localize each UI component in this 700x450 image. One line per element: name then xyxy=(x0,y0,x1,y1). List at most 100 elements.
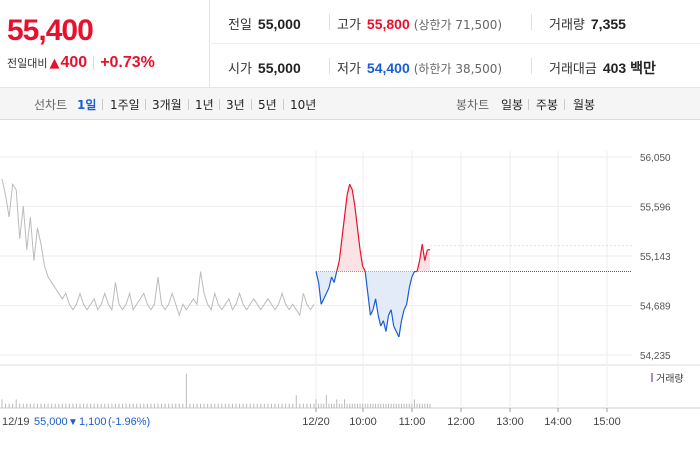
today-line-segment xyxy=(390,309,395,327)
today-line-segment xyxy=(343,195,348,218)
today-line-segment xyxy=(385,315,390,332)
x-tick-label: 14:00 xyxy=(544,416,572,428)
today-line-segment xyxy=(398,320,403,338)
y-tick-label: 54,689 xyxy=(640,302,671,313)
change-label: 전일대비 xyxy=(7,57,48,70)
price-chart[interactable]: 56,050 55,596 55,143 54,689 54,235 거래량 12/20 10… xyxy=(0,120,700,450)
prev-day-change: 1,100 xyxy=(79,416,107,428)
stat-label: 거래대금 xyxy=(549,62,597,77)
today-line-segment xyxy=(323,293,327,300)
quote-header: 55,400 전일대비 ▲ 400 +0.73% 전일 55,000 고가 55,8… xyxy=(0,0,700,88)
candle-daily[interactable]: 일봉 xyxy=(501,98,524,112)
today-line-segment xyxy=(416,260,421,272)
toolbar-divider xyxy=(251,99,252,110)
today-line-segment xyxy=(421,244,426,261)
x-tick-label: 11:00 xyxy=(399,416,426,428)
toolbar-divider xyxy=(283,99,284,110)
today-line-segment xyxy=(346,184,351,196)
up-area-fill xyxy=(316,184,430,272)
toolbar-divider xyxy=(188,99,189,110)
change-row: 전일대비 ▲ 400 +0.73% xyxy=(7,54,155,72)
today-line-segment xyxy=(315,271,320,283)
stat-value: 55,000 xyxy=(257,16,301,32)
today-line-segment xyxy=(359,249,364,267)
volume-legend-swatch xyxy=(651,373,653,382)
stat-divider xyxy=(329,14,330,30)
stats-row-1: 전일 55,000 고가 55,800 (상한가 71,500) 거래량 7,355 xyxy=(211,0,700,44)
stat-value: 54,400 xyxy=(366,60,410,76)
stat-divider xyxy=(329,58,330,74)
prev-day-line xyxy=(1,178,315,317)
stat-volume: 거래량 7,355 xyxy=(549,14,626,33)
today-line-segment xyxy=(320,298,325,305)
today-line-segment xyxy=(400,309,405,321)
stat-value: 55,800 xyxy=(366,16,410,32)
today-line-segment xyxy=(374,298,379,316)
period-1y[interactable]: 1년 xyxy=(195,98,214,112)
today-line-segment xyxy=(403,304,408,310)
upper-limit: (상한가 71,500) xyxy=(413,18,503,32)
prev-day-date: 12/19 xyxy=(2,416,30,428)
today-line-segment xyxy=(424,249,428,261)
prev-day-change-pct: (-1.96%) xyxy=(108,416,150,428)
today-line-segment xyxy=(328,276,333,289)
chart-svg[interactable]: 56,050 55,596 55,143 54,689 54,235 거래량 12/20 10… xyxy=(0,120,700,450)
today-line-segment xyxy=(377,315,382,327)
y-tick-label: 55,143 xyxy=(640,252,671,263)
today-line-segment xyxy=(336,260,340,272)
y-tick-label: 55,596 xyxy=(640,203,671,214)
today-line-segment xyxy=(419,244,423,261)
today-line-segment xyxy=(393,325,397,332)
x-tick-label: 15:00 xyxy=(593,416,621,428)
today-line-segment xyxy=(333,271,338,283)
today-line-segment xyxy=(354,206,359,228)
up-triangle-icon: ▲ xyxy=(49,55,60,71)
stat-label: 고가 xyxy=(337,18,361,33)
stat-divider xyxy=(531,58,532,74)
today-line-segment xyxy=(364,271,369,294)
current-price: 55,400 xyxy=(7,14,94,47)
down-triangle-icon: ▼ xyxy=(68,417,78,428)
stat-divider xyxy=(531,14,532,30)
today-line-segment xyxy=(338,238,343,261)
period-1d[interactable]: 1일 xyxy=(77,98,97,112)
stats-row-2: 시가 55,000 저가 54,400 (하한가 38,500) 거래대금 403 백만 xyxy=(211,44,700,88)
period-3y[interactable]: 3년 xyxy=(226,98,245,112)
today-line-segment xyxy=(325,287,330,294)
today-line-segment xyxy=(356,227,361,250)
toolbar-divider xyxy=(219,99,220,110)
toolbar-divider xyxy=(102,99,103,110)
today-line-segment xyxy=(351,189,356,207)
volume-legend-label: 거래량 xyxy=(656,373,684,385)
today-line-segment xyxy=(349,184,353,190)
today-line-segment xyxy=(408,276,413,289)
stat-amount: 거래대금 403 백만 xyxy=(549,58,656,78)
candle-monthly[interactable]: 월봉 xyxy=(573,98,596,112)
today-line-segment xyxy=(406,287,410,305)
prev-day-close: 55,000 xyxy=(34,416,68,428)
toolbar-divider xyxy=(145,99,146,110)
period-1w[interactable]: 1주일 xyxy=(110,98,140,112)
period-5y[interactable]: 5년 xyxy=(258,98,277,112)
stat-label: 저가 xyxy=(337,62,361,77)
today-line-segment xyxy=(317,282,322,305)
candle-weekly[interactable]: 주봉 xyxy=(536,98,559,112)
change-divider xyxy=(93,56,95,70)
period-3m[interactable]: 3개월 xyxy=(152,98,182,112)
stats-panel: 전일 55,000 고가 55,800 (상한가 71,500) 거래량 7,355 시… xyxy=(211,0,700,88)
change-value: 400 xyxy=(60,54,88,71)
y-tick-label: 56,050 xyxy=(640,153,671,164)
candle-chart-label: 봉차트 xyxy=(456,98,490,112)
today-line-segment xyxy=(372,298,377,310)
today-line-segment xyxy=(367,293,372,316)
today-line-segment xyxy=(362,265,366,272)
period-10y[interactable]: 10년 xyxy=(290,98,317,112)
chart-toolbar: 선차트 1일 1주일 3개월 1년 3년 5년 10년 봉차트 일봉 주봉 월봉 xyxy=(0,88,700,120)
x-tick-label: 13:00 xyxy=(496,416,524,428)
today-line-segment xyxy=(331,276,335,283)
line-chart-label: 선차트 xyxy=(34,98,68,112)
stat-label: 전일 xyxy=(228,18,252,33)
stat-label: 거래량 xyxy=(549,18,585,33)
stat-open: 시가 55,000 xyxy=(228,58,301,77)
x-tick-label: 12:00 xyxy=(447,416,475,428)
